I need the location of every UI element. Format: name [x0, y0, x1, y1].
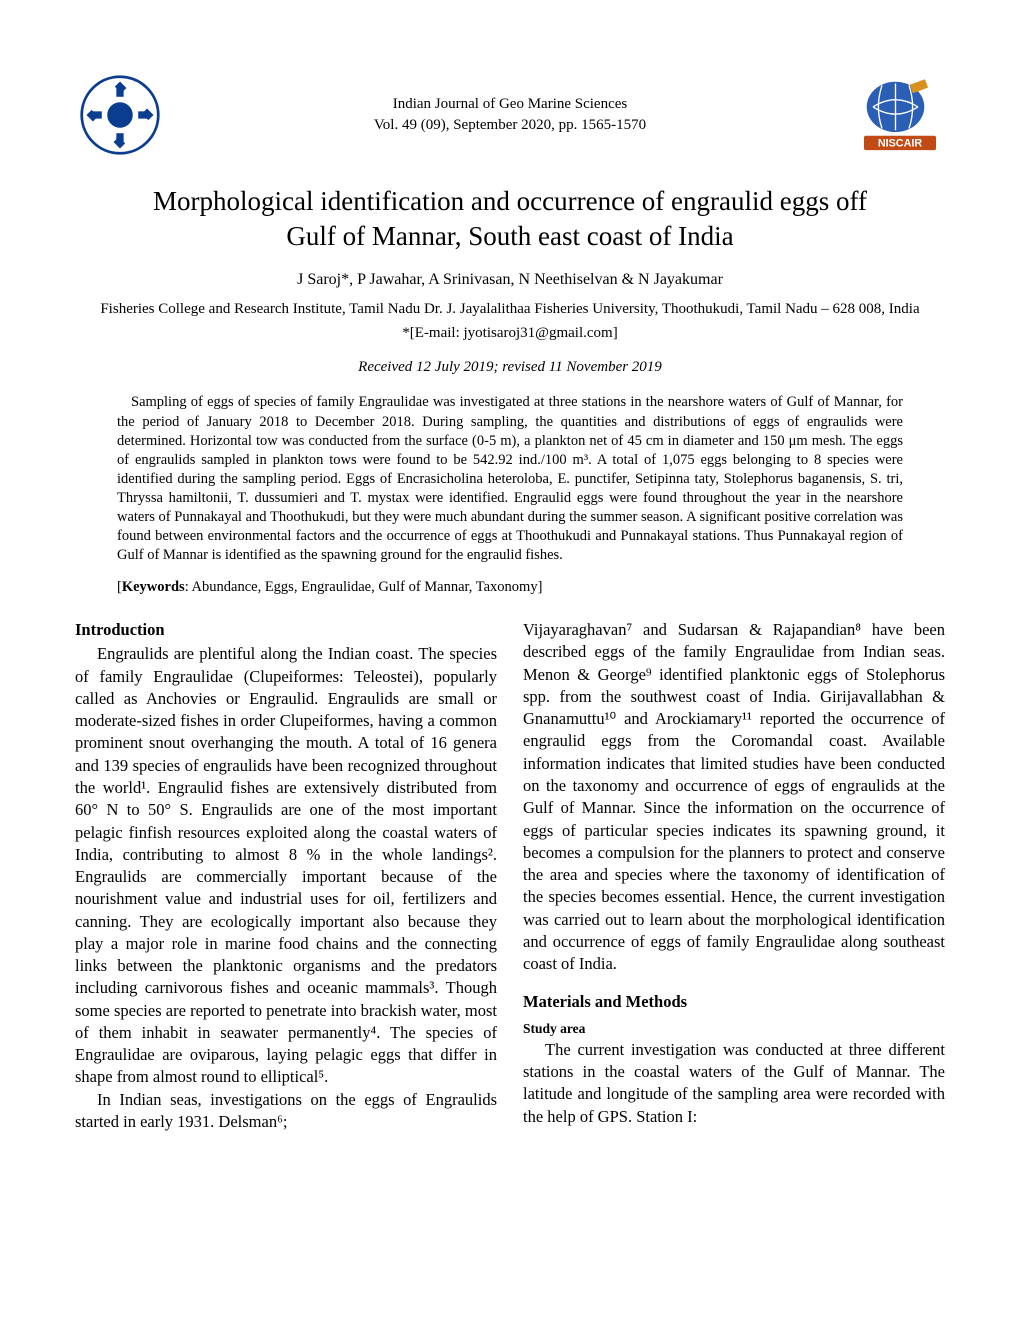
- left-column: Introduction Engraulids are plentiful al…: [75, 619, 497, 1133]
- study-area-heading: Study area: [523, 1020, 945, 1038]
- intro-col2-paragraph: Vijayaraghavan⁷ and Sudarsan & Rajapandi…: [523, 619, 945, 975]
- right-column: Vijayaraghavan⁷ and Sudarsan & Rajapandi…: [523, 619, 945, 1133]
- study-area-paragraph: The current investigation was conducted …: [523, 1039, 945, 1128]
- received-revised-dates: Received 12 July 2019; revised 11 Novemb…: [75, 357, 945, 377]
- corresponding-email: *[E-mail: jyotisaroj31@gmail.com]: [75, 323, 945, 343]
- journal-meta: Indian Journal of Geo Marine Sciences Vo…: [374, 94, 646, 136]
- journal-name: Indian Journal of Geo Marine Sciences: [374, 94, 646, 115]
- affiliation: Fisheries College and Research Institute…: [75, 299, 945, 319]
- header: Indian Journal of Geo Marine Sciences Vo…: [75, 70, 945, 160]
- intro-paragraph-1: Engraulids are plentiful along the India…: [75, 643, 497, 1088]
- niscair-text: NISCAIR: [878, 138, 923, 150]
- abstract: Sampling of eggs of species of family En…: [117, 393, 903, 565]
- keywords-label: Keywords: [122, 579, 185, 595]
- materials-methods-heading: Materials and Methods: [523, 991, 945, 1013]
- paper-title: Morphological identification and occurre…: [135, 184, 885, 253]
- authors: J Saroj*, P Jawahar, A Srinivasan, N Nee…: [75, 269, 945, 291]
- introduction-heading: Introduction: [75, 619, 497, 641]
- keywords-text: : Abundance, Eggs, Engraulidae, Gulf of …: [185, 579, 543, 595]
- csir-logo: [75, 70, 165, 160]
- journal-issue: Vol. 49 (09), September 2020, pp. 1565-1…: [374, 115, 646, 136]
- keywords: [Keywords: Abundance, Eggs, Engraulidae,…: [117, 578, 903, 598]
- intro-paragraph-2: In Indian seas, investigations on the eg…: [75, 1089, 497, 1134]
- body-columns: Introduction Engraulids are plentiful al…: [75, 619, 945, 1133]
- niscair-logo: NISCAIR: [855, 70, 945, 160]
